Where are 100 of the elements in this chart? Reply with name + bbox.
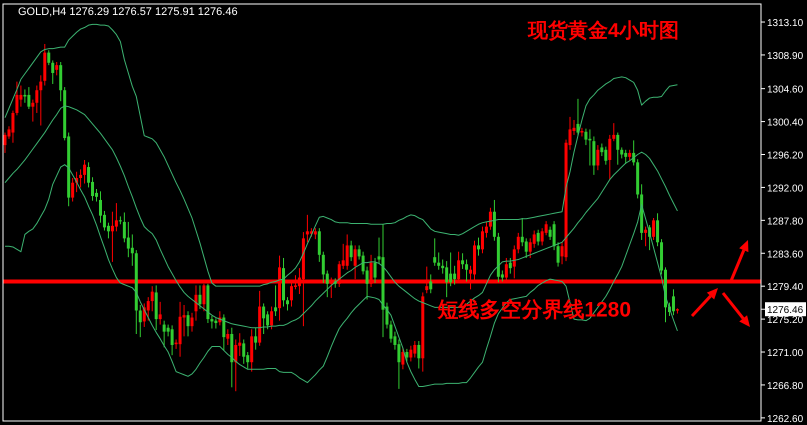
y-tick-label: 1276.46 bbox=[767, 305, 804, 316]
y-tick-label: 1304.60 bbox=[767, 84, 804, 96]
candlestick bbox=[118, 216, 122, 225]
candlestick bbox=[198, 284, 202, 310]
line-series bbox=[4, 164, 678, 388]
candlestick bbox=[540, 228, 544, 246]
candlestick bbox=[98, 190, 102, 224]
candlestick bbox=[214, 318, 218, 330]
candlestick bbox=[226, 328, 230, 346]
candlestick bbox=[445, 260, 448, 298]
candlestick bbox=[3, 132, 6, 154]
y-tick-label: 1313.10 bbox=[767, 18, 804, 30]
candlestick bbox=[417, 340, 420, 369]
candlestick bbox=[186, 310, 190, 337]
candlestick bbox=[79, 168, 82, 188]
candlestick bbox=[536, 229, 540, 246]
candlestick bbox=[405, 348, 408, 362]
candlestick bbox=[190, 312, 194, 332]
candlestick bbox=[429, 274, 432, 294]
candlestick bbox=[508, 257, 512, 274]
candlestick bbox=[15, 81, 18, 116]
candlestick bbox=[624, 149, 628, 164]
candlestick bbox=[488, 207, 492, 230]
candlestick bbox=[600, 143, 604, 157]
candlestick bbox=[656, 212, 660, 247]
candlestick bbox=[433, 238, 436, 266]
candlestick bbox=[346, 234, 349, 270]
candlestick bbox=[270, 306, 274, 330]
y-tick-label: 1292.00 bbox=[767, 183, 804, 194]
candlestick bbox=[11, 110, 14, 144]
candlestick bbox=[266, 310, 270, 330]
text: 现货黄金4小时图 bbox=[527, 20, 680, 42]
y-tick-label: 1271.00 bbox=[767, 348, 804, 360]
candlestick bbox=[397, 338, 400, 390]
candlestick bbox=[242, 338, 246, 364]
candlestick bbox=[652, 217, 656, 240]
candlestick bbox=[23, 88, 26, 104]
candlestick bbox=[262, 302, 266, 334]
candlestick bbox=[194, 284, 198, 322]
candlestick bbox=[322, 251, 325, 284]
candlestick bbox=[71, 178, 74, 202]
candlestick bbox=[83, 159, 86, 184]
candlestick bbox=[476, 237, 480, 256]
candlestick bbox=[413, 340, 416, 358]
candlestick bbox=[254, 327, 258, 350]
y-tick-label: 1262.60 bbox=[767, 414, 804, 425]
candlestick bbox=[449, 252, 452, 287]
candlestick bbox=[389, 320, 392, 344]
y-tick-label: 1275.20 bbox=[767, 315, 804, 326]
candlestick bbox=[552, 220, 556, 251]
candlestick bbox=[126, 221, 130, 258]
y-tick-label: 1308.90 bbox=[767, 50, 804, 62]
y-tick-label: 1300.40 bbox=[767, 118, 804, 129]
y-tick-label: 1296.20 bbox=[767, 150, 804, 162]
candlestick bbox=[612, 122, 616, 142]
candlestick bbox=[234, 338, 238, 392]
y-tick-label: 1287.80 bbox=[767, 216, 804, 228]
candlestick bbox=[528, 238, 532, 258]
candlestick bbox=[314, 228, 317, 240]
candlestick bbox=[596, 144, 600, 171]
candlestick bbox=[480, 226, 484, 254]
candlestick bbox=[130, 234, 134, 266]
candlestick bbox=[35, 85, 38, 114]
candlestick bbox=[27, 86, 30, 110]
candlestick bbox=[644, 226, 648, 247]
candlestick bbox=[672, 288, 675, 316]
candlestick bbox=[170, 324, 174, 356]
candlestick bbox=[608, 134, 612, 180]
candlestick bbox=[628, 149, 632, 162]
candlestick bbox=[55, 62, 58, 76]
candlestick bbox=[114, 202, 118, 232]
y-tick-label: 1266.80 bbox=[767, 380, 804, 392]
y-tick-label: 1279.40 bbox=[767, 282, 804, 294]
candlestick bbox=[318, 228, 321, 262]
candlestick bbox=[588, 128, 592, 166]
candlestick bbox=[110, 211, 114, 262]
candlestick bbox=[604, 146, 608, 166]
candlestick bbox=[306, 214, 309, 243]
candlestick bbox=[437, 252, 440, 270]
candlestick bbox=[374, 257, 377, 284]
candlestick bbox=[162, 320, 166, 348]
candlestick bbox=[274, 284, 278, 316]
candlestick bbox=[556, 242, 560, 268]
candlestick bbox=[516, 232, 520, 254]
candlestick bbox=[465, 259, 468, 282]
candlestick bbox=[138, 304, 142, 338]
candlestick bbox=[532, 230, 536, 248]
annotation: GOLD,H4 1276.29 1276.57 1275.91 1276.46 bbox=[18, 6, 238, 18]
candlestick bbox=[350, 240, 353, 262]
candlestick bbox=[401, 348, 404, 370]
candlestick bbox=[210, 315, 214, 330]
candlestick bbox=[584, 128, 588, 146]
candlestick bbox=[409, 345, 412, 362]
candlestick bbox=[616, 132, 620, 166]
candlestick bbox=[453, 265, 456, 286]
y-tick-label: 1283.60 bbox=[767, 249, 804, 260]
candlestick bbox=[222, 314, 226, 351]
candlestick bbox=[158, 301, 162, 326]
candlestick bbox=[150, 286, 154, 312]
candlestick bbox=[39, 74, 42, 126]
